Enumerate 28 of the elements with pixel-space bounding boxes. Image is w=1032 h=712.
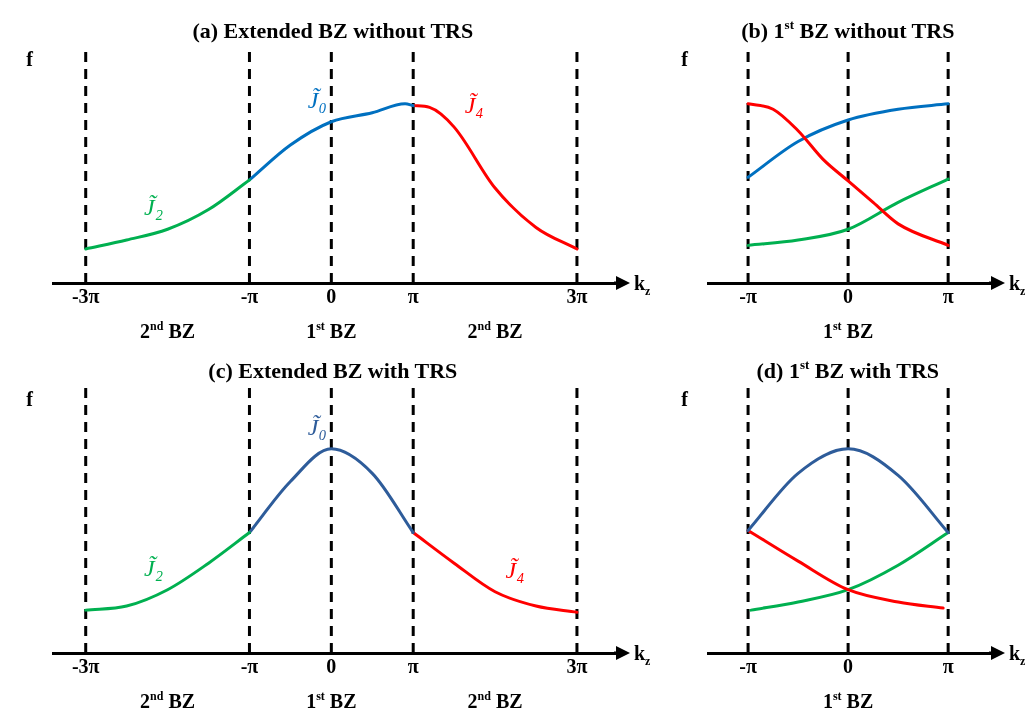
x-tick-label: π bbox=[407, 285, 419, 308]
x-tick-label: 0 bbox=[843, 655, 854, 678]
y-axis-title: f bbox=[26, 388, 34, 410]
x-tick-label: π bbox=[407, 655, 419, 678]
chart-title: (a) Extended BZ without TRS bbox=[192, 18, 474, 43]
x-tick-label: -π bbox=[240, 285, 259, 308]
x-tick-label: π bbox=[942, 285, 954, 308]
x-tick-label: 3π bbox=[566, 655, 588, 678]
series-label: J̃₂ bbox=[144, 554, 164, 581]
x-tick-label: -3π bbox=[71, 655, 100, 678]
x-tick-label: 3π bbox=[566, 285, 588, 308]
series-label: J̃₄ bbox=[505, 556, 525, 583]
chart-title: (c) Extended BZ with TRS bbox=[208, 358, 458, 383]
series-label: J̃₀ bbox=[307, 86, 327, 113]
x-tick-label: 0 bbox=[326, 285, 337, 308]
x-tick-label: -π bbox=[739, 655, 757, 678]
y-axis-title: f bbox=[681, 388, 689, 410]
x-tick-label: -π bbox=[240, 655, 259, 678]
x-tick-label: -3π bbox=[71, 285, 100, 308]
y-axis-title: f bbox=[26, 48, 34, 70]
x-tick-label: π bbox=[942, 655, 954, 678]
x-tick-label: 0 bbox=[326, 655, 337, 678]
series-label: J̃₂ bbox=[144, 194, 164, 221]
x-tick-label: 0 bbox=[843, 285, 854, 308]
series-label: J̃₄ bbox=[464, 92, 484, 119]
x-tick-label: -π bbox=[739, 285, 757, 308]
y-axis-title: f bbox=[681, 48, 689, 70]
series-label: J̃₀ bbox=[307, 413, 327, 440]
